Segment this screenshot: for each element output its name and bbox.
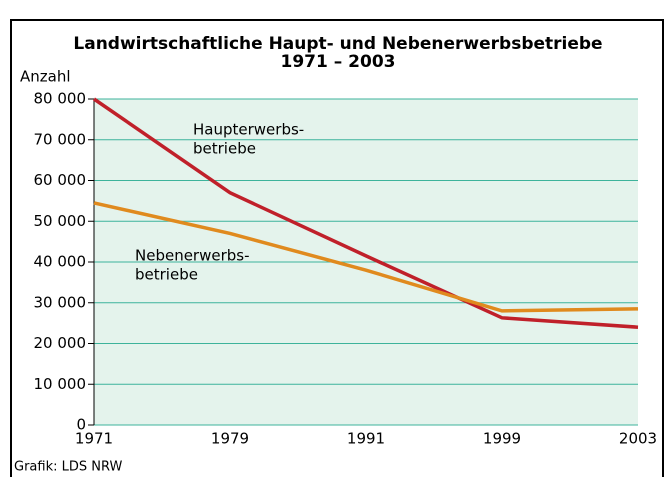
y-tick-label: 20 000 <box>34 334 87 352</box>
y-tick-label: 50 000 <box>34 212 87 230</box>
y-tick-label: 30 000 <box>34 293 87 311</box>
chart-title: Landwirtschaftliche Haupt- und Nebenerwe… <box>73 34 602 54</box>
series-label: Haupterwerbs- <box>193 121 304 139</box>
x-tick-label: 1979 <box>211 430 249 448</box>
y-tick-label: 80 000 <box>34 90 87 108</box>
x-tick-label: 1991 <box>347 430 385 448</box>
series-label: Nebenerwerbs- <box>135 247 250 265</box>
line <box>93 97 639 329</box>
frame <box>10 19 664 477</box>
x-tick-label: 1999 <box>483 430 521 448</box>
chart-subtitle: 1971 – 2003 <box>281 52 396 72</box>
y-tick-label: 10 000 <box>34 375 87 393</box>
y-tick-label: 60 000 <box>34 171 87 189</box>
y-tick-label: 0 <box>76 416 86 434</box>
series-label: betriebe <box>193 140 256 158</box>
line <box>93 201 639 313</box>
x-tick-label: 1971 <box>75 430 113 448</box>
y-tick-label: 70 000 <box>34 130 87 148</box>
x-tick-label: 2003 <box>619 430 657 448</box>
series-label: betriebe <box>135 266 198 284</box>
y-axis-label: Anzahl <box>20 68 71 86</box>
y-tick-label: 40 000 <box>34 253 87 271</box>
source: Grafik: LDS NRW <box>14 460 122 475</box>
